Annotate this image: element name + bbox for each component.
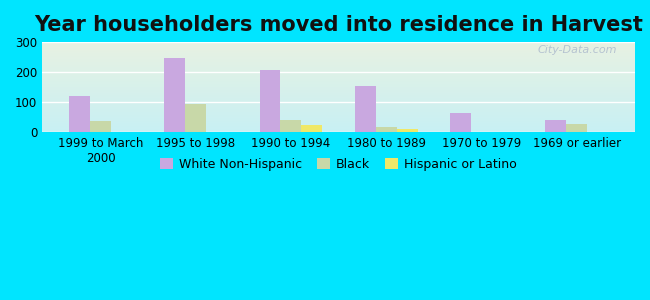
Bar bbox=[566, 124, 587, 132]
Bar bbox=[376, 127, 396, 132]
Text: City-Data.com: City-Data.com bbox=[538, 45, 618, 55]
Bar bbox=[450, 113, 471, 132]
Bar bbox=[396, 130, 417, 132]
Bar bbox=[69, 96, 90, 132]
Title: Year householders moved into residence in Harvest: Year householders moved into residence i… bbox=[34, 15, 643, 35]
Bar bbox=[280, 120, 302, 132]
Legend: White Non-Hispanic, Black, Hispanic or Latino: White Non-Hispanic, Black, Hispanic or L… bbox=[155, 153, 522, 176]
Bar bbox=[164, 58, 185, 132]
Bar bbox=[259, 70, 280, 132]
Bar bbox=[90, 122, 111, 132]
Bar bbox=[355, 86, 376, 132]
Bar bbox=[185, 104, 206, 132]
Bar bbox=[545, 120, 566, 132]
Bar bbox=[302, 125, 322, 132]
